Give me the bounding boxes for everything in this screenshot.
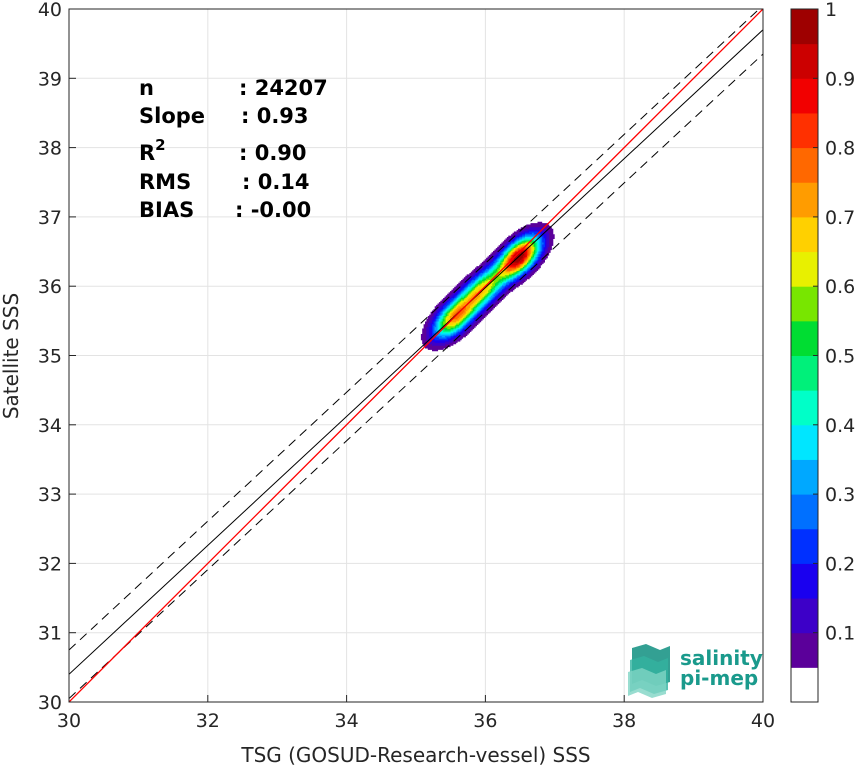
colorbar-segment	[791, 251, 818, 287]
y-axis-ticks: 30 31 32 33 34 35 36 37 38 39 40	[38, 0, 76, 714]
y-tick-label: 35	[38, 346, 62, 368]
colorbar-segment	[791, 528, 818, 564]
grid	[69, 9, 763, 702]
colorbar-tick-label: 0.9	[825, 68, 855, 90]
colorbar-tick-label: 0.7	[825, 207, 855, 229]
colorbar-segment	[791, 43, 818, 79]
colorbar-segment	[791, 667, 818, 703]
colorbar-tick-label: 0.8	[825, 138, 855, 160]
colorbar-segment	[791, 9, 818, 45]
colorbar-segment	[791, 355, 818, 391]
colorbar-segment	[791, 632, 818, 668]
stat-rms-label: RMS	[139, 170, 191, 194]
y-tick-label: 37	[38, 207, 62, 229]
stat-r2-base: R	[139, 141, 155, 165]
logo-text-salinity: salinity	[680, 646, 763, 670]
colorbar-tick-label: 0.1	[825, 623, 855, 645]
stat-rms-value: : 0.14	[242, 170, 310, 194]
x-tick-label: 40	[751, 710, 775, 732]
y-tick-label: 34	[38, 415, 62, 437]
stat-n-label: n	[139, 76, 154, 100]
colorbar-tick-label: 0.3	[825, 484, 855, 506]
colorbar-segment	[791, 216, 818, 253]
colorbar-segment	[791, 112, 818, 149]
regression-lower-line	[69, 53, 763, 699]
colorbar-ticks: 0.1 0.2 0.3 0.4 0.5 0.6 0.7 0.8 0.9 1	[813, 0, 855, 645]
colorbar-tick-label: 0.4	[825, 415, 855, 437]
y-tick-label: 31	[38, 623, 62, 645]
x-tick-label: 38	[612, 710, 636, 732]
x-tick-label: 32	[196, 710, 220, 732]
stats-box: n : 24207 Slope : 0.93 R2 : 0.90 RMS : 0…	[139, 76, 328, 222]
stat-bias-label: BIAS	[139, 198, 194, 222]
y-tick-label: 39	[38, 68, 62, 90]
colorbar-tick-label: 0.2	[825, 553, 855, 575]
stat-n-value: : 24207	[239, 76, 328, 100]
identity-line	[69, 9, 763, 702]
colorbar-tick-label: 0.5	[825, 346, 855, 368]
colorbar-tick-label: 1	[825, 0, 837, 21]
colorbar-segment	[791, 390, 818, 426]
colorbar-segment	[791, 78, 818, 114]
y-tick-label: 30	[38, 692, 62, 714]
stat-bias-value: : -0.00	[235, 198, 311, 222]
y-tick-label: 33	[38, 484, 62, 506]
colorbar-segment	[791, 424, 818, 460]
colorbar-segment	[791, 459, 818, 495]
y-tick-label: 32	[38, 553, 62, 575]
colorbar-segment	[791, 563, 818, 599]
regression-line	[69, 29, 763, 675]
y-tick-label: 38	[38, 138, 62, 160]
colorbar-segment	[791, 147, 818, 183]
stat-r2-value: : 0.90	[239, 141, 307, 165]
logo-text-pimep: pi-mep	[680, 666, 758, 690]
regression-lines	[69, 9, 763, 702]
logo-waves-icon	[628, 644, 670, 698]
y-axis-label: Satellite SSS	[0, 293, 23, 419]
stat-slope-label: Slope	[139, 104, 205, 128]
salinity-pimep-logo: salinity pi-mep	[628, 644, 763, 698]
x-tick-label: 30	[57, 710, 81, 732]
stat-r2-sup: 2	[155, 136, 165, 154]
stat-slope-value: : 0.93	[241, 104, 309, 128]
colorbar-segment	[791, 598, 818, 634]
x-tick-label: 34	[335, 710, 359, 732]
colorbar-segment	[791, 320, 818, 356]
y-tick-label: 40	[38, 0, 62, 21]
colorbar-segment	[791, 182, 818, 218]
x-tick-label: 36	[473, 710, 497, 732]
x-axis-label: TSG (GOSUD-Research-vessel) SSS	[240, 743, 590, 767]
colorbar-tick-label: 0.6	[825, 276, 855, 298]
regression-upper-line	[69, 9, 761, 651]
y-tick-label: 36	[38, 276, 62, 298]
stat-r2-label: R2	[139, 136, 166, 165]
x-axis-ticks: 30 32 34 36 38 40	[57, 695, 775, 732]
colorbar-segment	[791, 494, 818, 530]
colorbar-segment	[791, 286, 818, 322]
colorbar	[791, 9, 818, 703]
